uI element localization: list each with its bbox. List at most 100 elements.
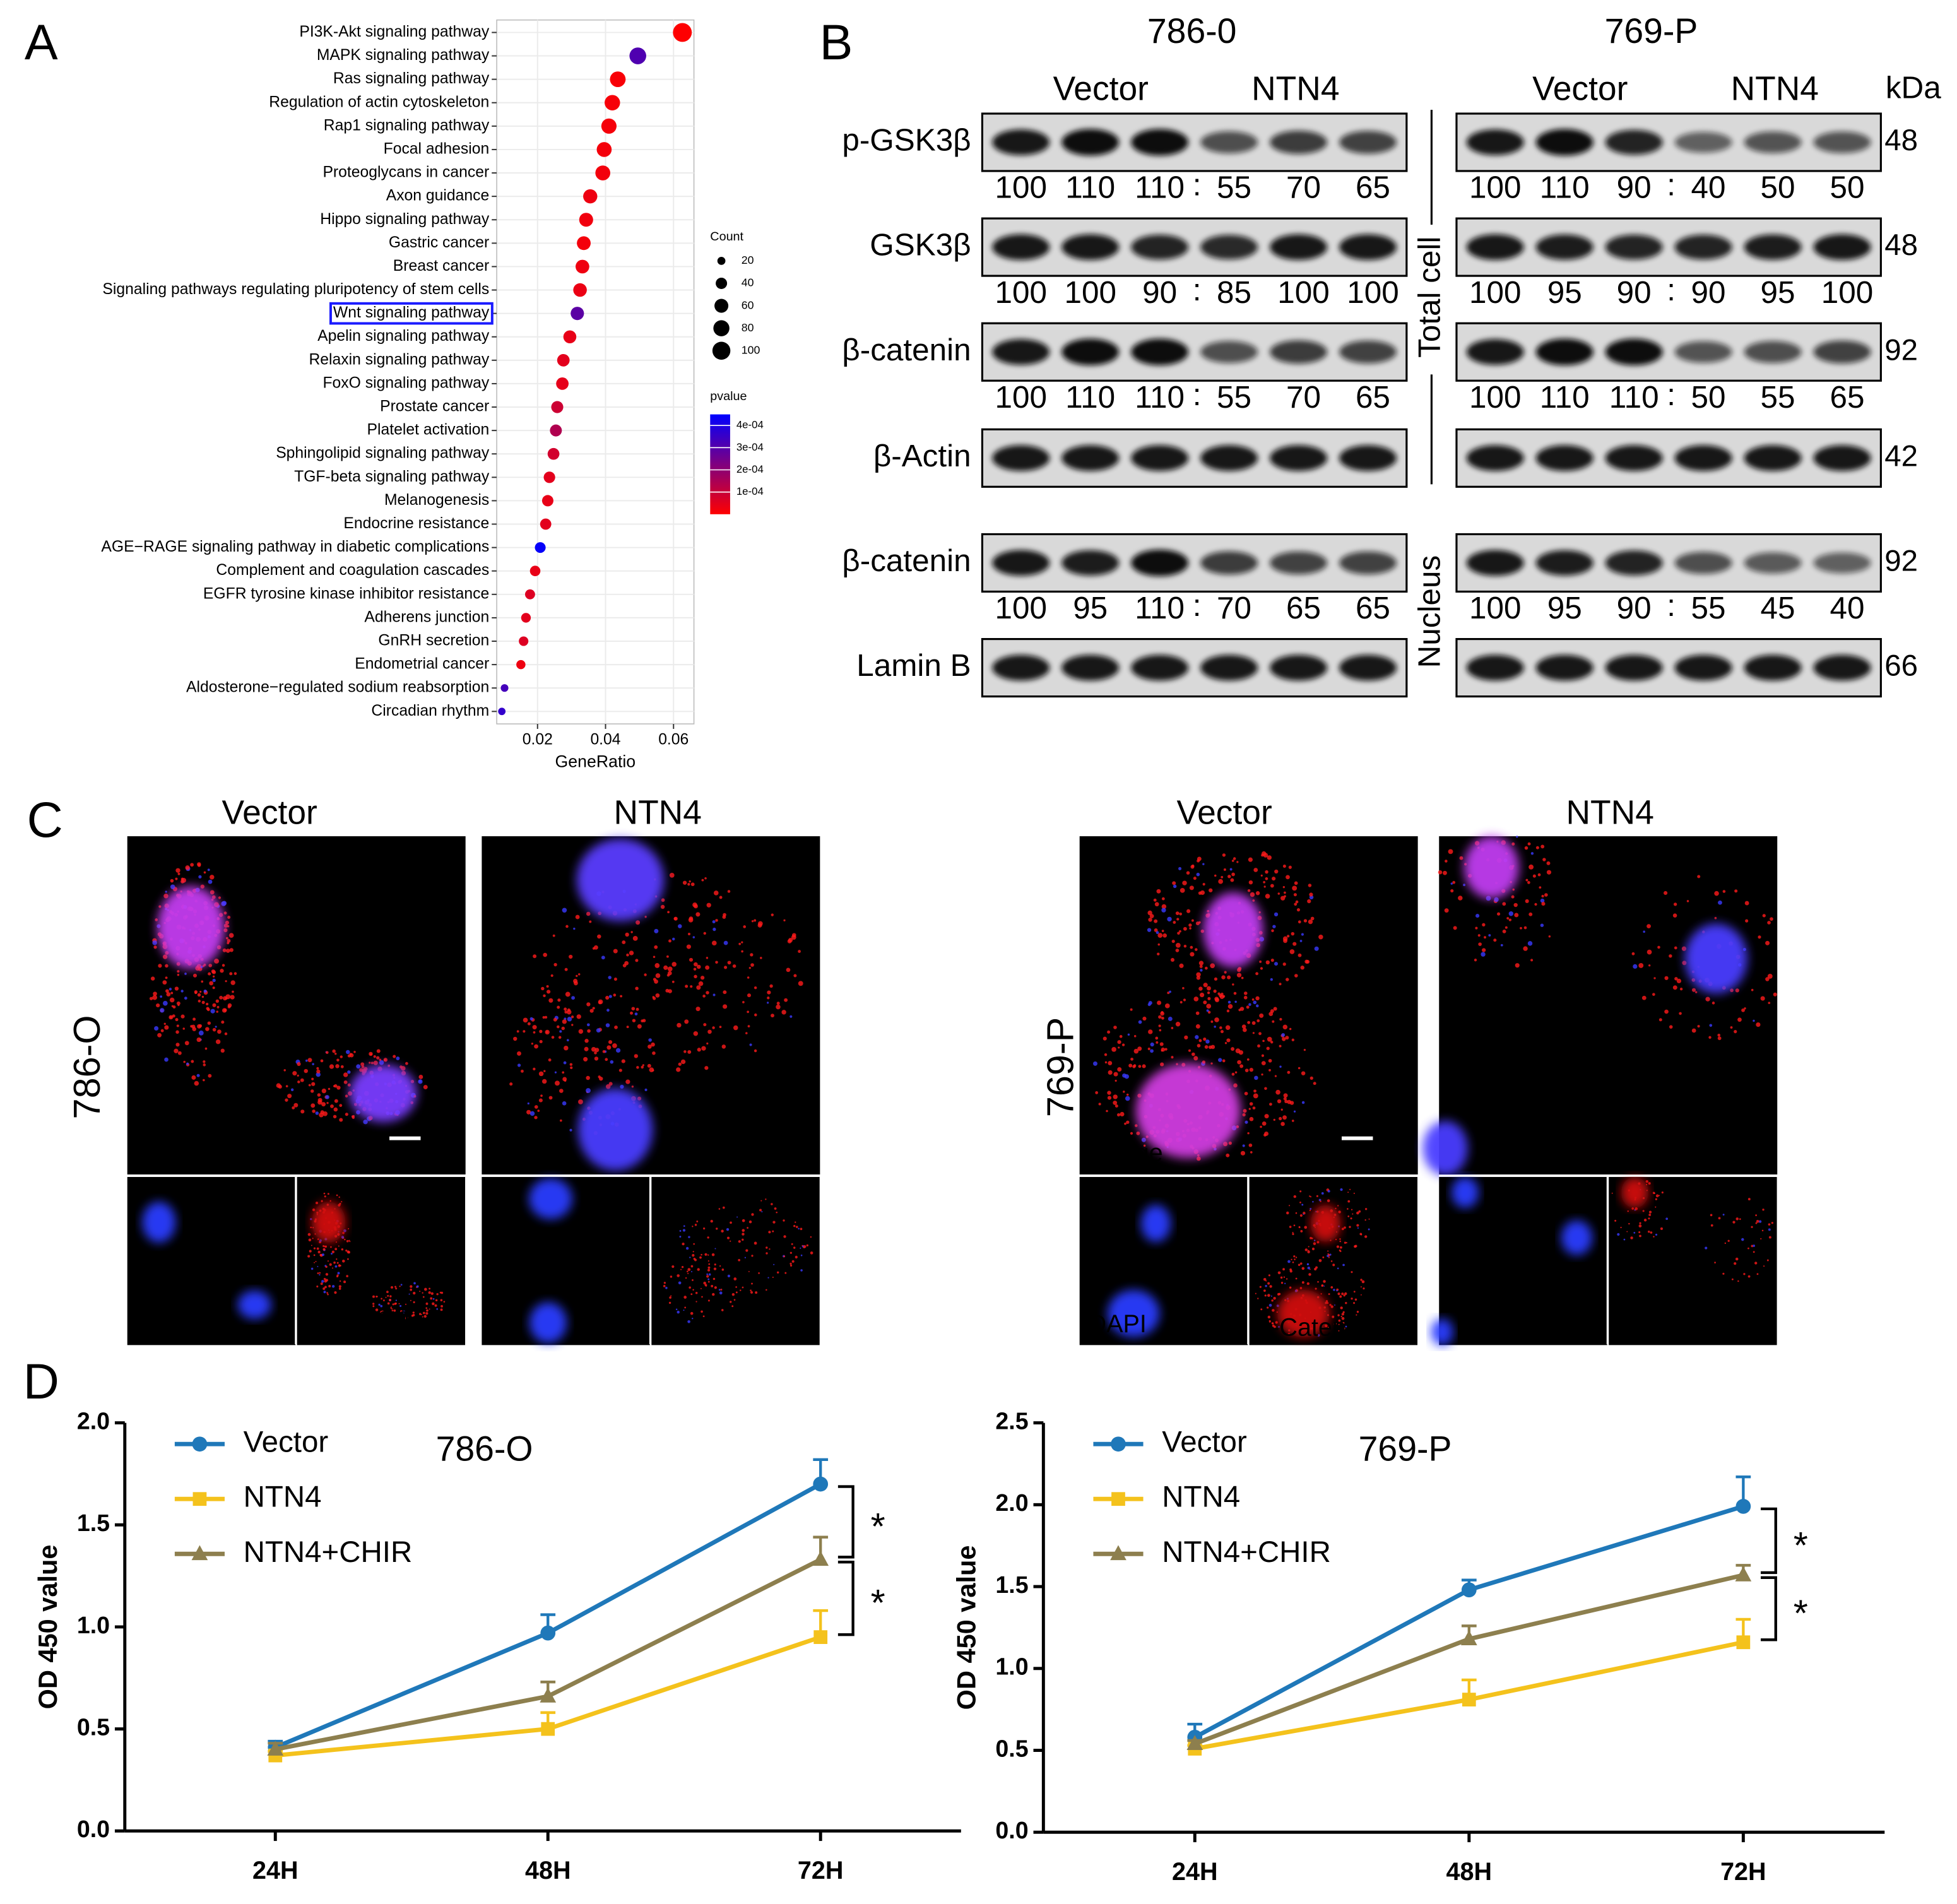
speckle <box>1660 1227 1663 1230</box>
speckle <box>721 1229 724 1233</box>
speckle <box>706 1042 709 1045</box>
speckle <box>551 1036 555 1039</box>
speckle <box>1138 1020 1142 1024</box>
speckle <box>351 1115 354 1118</box>
speckle <box>719 1291 723 1295</box>
speckle <box>1198 891 1202 895</box>
group-label: Vector <box>1176 795 1272 832</box>
speckle <box>1353 1291 1356 1293</box>
speckle <box>793 1225 796 1227</box>
speckle <box>199 990 202 993</box>
band <box>1674 552 1732 574</box>
speckle <box>547 990 551 994</box>
speckle <box>1262 1039 1265 1043</box>
speckle <box>324 1246 326 1248</box>
speckle <box>798 981 803 986</box>
speckle <box>310 1089 314 1093</box>
speckle <box>429 1308 430 1310</box>
speckle <box>1279 983 1282 986</box>
speckle <box>1544 893 1548 897</box>
speckle <box>1250 892 1255 897</box>
speckle <box>1239 1007 1245 1011</box>
speckle <box>1482 948 1486 952</box>
marker <box>1736 1635 1751 1650</box>
legend-marker <box>1111 1492 1125 1506</box>
speckle <box>1255 972 1259 976</box>
speckle <box>320 1282 323 1286</box>
speckle <box>1227 875 1231 878</box>
speckle <box>1335 1238 1337 1241</box>
speckle <box>379 1060 384 1065</box>
speckle <box>1263 885 1266 888</box>
band <box>1270 234 1328 261</box>
speckle <box>1130 1008 1133 1011</box>
speckle <box>372 1305 375 1308</box>
speckle <box>806 1244 809 1247</box>
speckle <box>695 1291 698 1294</box>
speckle <box>334 1291 337 1294</box>
speckle <box>315 1261 317 1263</box>
speckle <box>733 1299 736 1301</box>
speckle <box>234 972 237 975</box>
speckle <box>232 990 234 993</box>
quant-separator: : <box>1193 273 1202 307</box>
speckle <box>691 1270 693 1273</box>
speckle <box>534 1105 538 1109</box>
speckle <box>597 934 601 939</box>
band <box>1466 550 1524 576</box>
speckle <box>1734 889 1738 893</box>
speckle <box>703 1281 706 1285</box>
speckle <box>1256 1019 1260 1022</box>
speckle <box>435 1299 438 1302</box>
speckle <box>730 1240 731 1242</box>
speckle <box>1299 1214 1303 1217</box>
speckle <box>1241 976 1244 979</box>
speckle <box>715 961 718 964</box>
speckle <box>203 1079 205 1082</box>
marker <box>267 1741 284 1756</box>
speckle <box>601 955 605 960</box>
speckle <box>562 1071 565 1074</box>
speckle <box>787 939 792 943</box>
speckle <box>1293 1195 1297 1198</box>
speckle <box>1493 938 1497 942</box>
blot-panel <box>1455 217 1882 277</box>
speckle <box>320 1110 324 1115</box>
speckle <box>1294 902 1298 906</box>
speckle <box>1133 1035 1137 1038</box>
speckle <box>594 1056 599 1061</box>
speckle <box>1515 963 1520 968</box>
speckle <box>1340 1188 1343 1191</box>
speckle <box>1223 868 1226 872</box>
speckle <box>1196 976 1201 980</box>
speckle <box>1220 1030 1224 1034</box>
speckle <box>672 937 675 941</box>
size-legend-label: 100 <box>742 343 760 356</box>
speckle <box>1760 1238 1762 1240</box>
speckle <box>337 1272 340 1275</box>
speckle <box>1180 1001 1183 1004</box>
speckle <box>194 1080 199 1086</box>
speckle <box>1182 987 1185 990</box>
quantification: 95 <box>1547 275 1582 310</box>
speckle <box>1330 1305 1333 1308</box>
speckle <box>685 985 689 988</box>
speckle <box>1313 1239 1316 1241</box>
speckle <box>423 1085 428 1090</box>
micrograph <box>1079 1176 1248 1345</box>
speckle <box>1142 1016 1147 1021</box>
speckle <box>1203 1038 1207 1041</box>
speckle <box>175 1043 180 1047</box>
speckle <box>1113 1094 1118 1099</box>
speckle <box>571 996 576 1000</box>
speckle <box>425 1302 429 1305</box>
speckle <box>171 1005 174 1007</box>
speckle <box>422 1311 425 1315</box>
speckle <box>1261 1073 1263 1076</box>
speckle <box>703 1023 707 1027</box>
speckle <box>418 1075 423 1079</box>
dot <box>551 401 564 413</box>
speckle <box>1664 976 1669 980</box>
speckle <box>1243 991 1248 995</box>
speckle <box>1229 868 1233 871</box>
